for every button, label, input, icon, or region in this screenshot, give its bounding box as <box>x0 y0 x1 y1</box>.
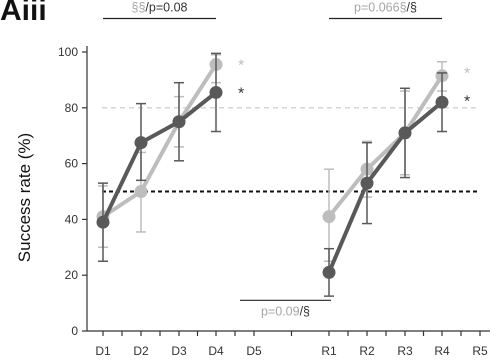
significance-star-R4-dark: * <box>464 94 470 111</box>
x-tick-label-D4: D4 <box>208 344 224 358</box>
panel-label: Aiii <box>0 0 47 27</box>
x-tick-label-D3: D3 <box>171 344 187 358</box>
y-axis-label: Success rate (%) <box>15 133 34 262</box>
data-point-dark-R1 <box>322 265 336 279</box>
x-tick-label-R2: R2 <box>359 344 375 358</box>
significance-label-top-right: p=0.066§/§ <box>354 1 417 15</box>
data-point-dark-D1 <box>96 215 110 229</box>
data-point-light-R1 <box>322 210 336 224</box>
x-tick-label-D1: D1 <box>95 344 111 358</box>
significance-star-R4-grey: * <box>464 66 470 83</box>
significance-label-top-left: §§/p=0.08 <box>132 1 188 15</box>
x-tick-label-R5: R5 <box>472 344 488 358</box>
series-line-light-D <box>101 63 218 219</box>
y-tick-label-0: 0 <box>71 324 78 338</box>
x-tick-label-D2: D2 <box>133 344 149 358</box>
data-point-dark-D3 <box>172 115 186 129</box>
series-line-light-R <box>327 74 444 218</box>
y-tick-label-100: 100 <box>58 45 78 59</box>
data-point-dark-D2 <box>134 136 148 150</box>
significance-star-D4-dark: * <box>238 85 244 102</box>
series-line-dark-R <box>327 100 444 274</box>
x-tick-label-R1: R1 <box>321 344 337 358</box>
data-point-dark-R2 <box>360 176 374 190</box>
y-tick-label-80: 80 <box>65 101 79 115</box>
x-tick-label-R4: R4 <box>434 344 450 358</box>
x-tick-label-R3: R3 <box>397 344 413 358</box>
significance-star-D4-grey: * <box>238 57 244 74</box>
data-point-dark-R4 <box>435 95 449 109</box>
y-tick-label-20: 20 <box>65 268 79 282</box>
x-tick-label-D5: D5 <box>246 344 262 358</box>
significance-label-bottom-middle: p=0.09/§ <box>261 304 310 318</box>
y-tick-label-40: 40 <box>65 212 79 226</box>
data-point-light-D2 <box>134 185 148 198</box>
data-point-dark-D4 <box>209 85 223 99</box>
y-tick-label-60: 60 <box>65 157 79 171</box>
data-point-dark-R3 <box>398 126 412 140</box>
series-line-dark-D <box>101 90 218 224</box>
